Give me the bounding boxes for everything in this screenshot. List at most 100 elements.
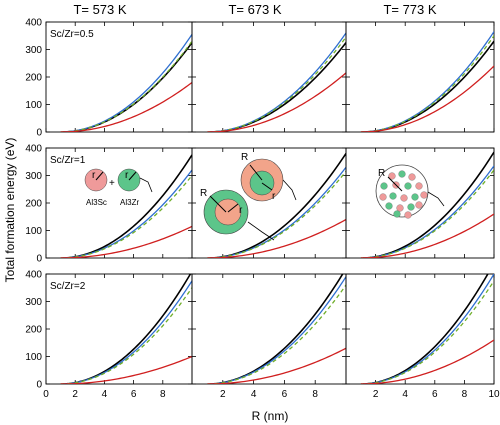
al3sc-label: Al3Sc xyxy=(86,198,107,207)
series-line-red xyxy=(360,65,494,132)
row-label-1: Sc/Zr=1 xyxy=(50,155,86,166)
y-tick-label: 200 xyxy=(25,325,42,336)
y-tick-label: 0 xyxy=(36,380,42,391)
series-line-red xyxy=(360,213,494,258)
y-tick-label: 0 xyxy=(36,128,42,139)
mixed-atom-dot xyxy=(415,201,423,209)
column-title-573: T= 573 K xyxy=(73,2,126,17)
x-tick-label: 8 xyxy=(312,389,318,400)
inner-r-label: r xyxy=(272,191,276,202)
series-line-green_dashed xyxy=(60,287,192,384)
series-line-red xyxy=(60,81,192,132)
x-tick-label: 0 xyxy=(43,389,49,400)
y-tick-label: 100 xyxy=(25,352,42,363)
y-tick-label: 100 xyxy=(25,226,42,237)
x-tick-label: 8 xyxy=(462,389,468,400)
y-tick-label: 0 xyxy=(36,254,42,265)
inner-r-label-2: r xyxy=(239,205,243,216)
x-tick-label: 8 xyxy=(160,389,166,400)
mixed-atom-dot xyxy=(396,204,404,212)
mixed-atom-dot xyxy=(408,173,416,181)
series-line-red xyxy=(207,218,346,258)
series-line-green_dashed xyxy=(60,175,192,258)
series-line-black xyxy=(360,274,489,384)
panel-frame-r2-c2 xyxy=(345,273,495,385)
mixed-atom-dot xyxy=(415,182,423,190)
x-tick-label: 4 xyxy=(251,389,257,400)
series-line-red xyxy=(207,72,346,132)
series-line-green_dashed xyxy=(360,35,494,132)
pointer-line xyxy=(282,179,297,201)
radius-arrow xyxy=(249,164,263,181)
series-line-blue xyxy=(60,34,192,132)
mixed-atom-dot xyxy=(398,170,406,178)
series-line-black xyxy=(207,274,344,384)
pointer-line xyxy=(427,191,445,207)
mixed-atom-dot xyxy=(389,192,397,200)
series-line-red xyxy=(360,339,494,384)
radius-arrow xyxy=(128,171,137,181)
mixed-R-label: R xyxy=(378,168,385,179)
x-tick-label: 4 xyxy=(102,389,108,400)
series-line-black xyxy=(60,42,192,132)
y-tick-label: 100 xyxy=(25,100,42,111)
inset-mixed-particle: R xyxy=(375,164,445,219)
x-tick-label: 6 xyxy=(282,389,288,400)
x-tick-label: 6 xyxy=(432,389,438,400)
inset-separate-particles: r + r Al3Sc Al3Zr xyxy=(84,168,153,207)
series-line-green_dashed xyxy=(60,40,192,132)
outer-R-label: R xyxy=(241,152,248,163)
x-axis-title: R (nm) xyxy=(252,409,289,423)
column-title-673: T= 673 K xyxy=(228,2,281,17)
mixed-atom-dot xyxy=(380,182,388,190)
mixed-atom-dot xyxy=(379,193,387,201)
mixed-dots xyxy=(379,170,428,219)
y-tick-label: 300 xyxy=(25,171,42,182)
series-line-red xyxy=(60,225,192,258)
series-line-green_dashed xyxy=(360,169,494,258)
x-tick-label: 2 xyxy=(72,389,78,400)
x-tick-label: 2 xyxy=(373,389,379,400)
row-label-2: Sc/Zr=2 xyxy=(50,281,86,292)
y-axis-title: Total formation energy (eV) xyxy=(3,138,17,283)
panel-frame-r2-c1 xyxy=(191,273,347,385)
y-tick-label: 400 xyxy=(25,270,42,281)
x-tick-label: 10 xyxy=(488,389,500,400)
mixed-atom-dot xyxy=(388,172,396,180)
series-line-red xyxy=(207,347,346,384)
x-tick-label: 2 xyxy=(220,389,226,400)
inset-core-shell: R r R r xyxy=(200,152,297,241)
series-line-blue xyxy=(360,274,494,384)
x-tick-label: 4 xyxy=(402,389,408,400)
y-tick-label: 200 xyxy=(25,73,42,84)
series-line-green_dashed xyxy=(207,170,346,258)
mixed-atom-dot xyxy=(404,182,412,190)
x-tick-label: 6 xyxy=(131,389,137,400)
mixed-atom-dot xyxy=(420,191,428,199)
y-tick-label: 400 xyxy=(25,18,42,29)
series-line-red xyxy=(60,355,192,384)
mixed-atom-dot xyxy=(393,210,401,218)
mixed-atom-dot xyxy=(407,203,415,211)
series-line-blue xyxy=(207,276,346,384)
mixed-atom-dot xyxy=(385,202,393,210)
y-tick-label: 300 xyxy=(25,297,42,308)
series-line-green_dashed xyxy=(360,280,494,384)
radius-arrow xyxy=(261,182,273,191)
panel-frame-r0-c1 xyxy=(191,21,347,133)
mixed-atom-dot xyxy=(400,194,408,202)
pointer-line xyxy=(139,177,153,193)
pointer-line xyxy=(247,221,275,241)
al3zr-r-label: r xyxy=(125,170,129,181)
column-title-773: T= 773 K xyxy=(383,2,436,17)
radius-arrow xyxy=(95,171,104,181)
panel-frame-r0-c2 xyxy=(345,21,495,133)
series-line-black xyxy=(207,42,346,132)
plus-sign: + xyxy=(109,178,115,189)
series-line-green_dashed xyxy=(207,36,346,132)
y-tick-label: 200 xyxy=(25,199,42,210)
radius-arrow xyxy=(209,195,227,213)
series-line-black xyxy=(360,40,494,132)
row-label-0: Sc/Zr=0.5 xyxy=(50,29,94,40)
